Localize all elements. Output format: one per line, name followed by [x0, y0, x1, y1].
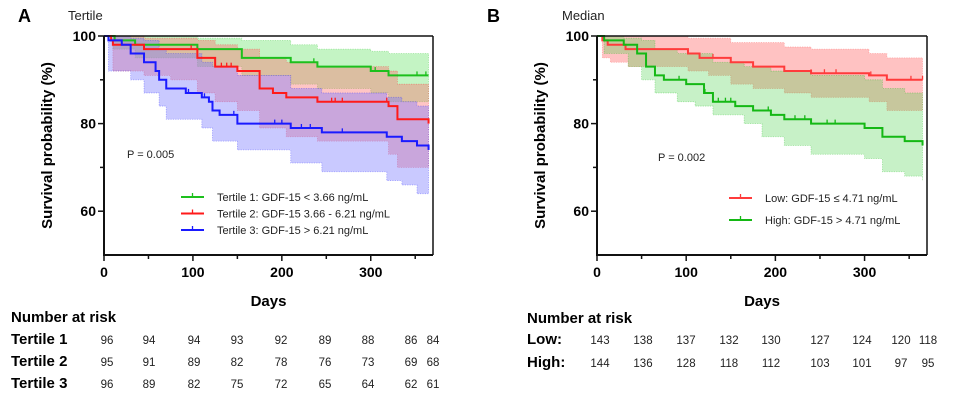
ci-band-3	[104, 35, 429, 195]
panel-letter: B	[487, 6, 500, 26]
risk-value: 82	[231, 357, 244, 369]
risk-table-title: Number at risk	[527, 310, 633, 327]
risk-value: 64	[362, 379, 375, 391]
risk-value: 89	[319, 335, 332, 347]
risk-value: 124	[852, 335, 872, 347]
legend-entry: Low: GDF-15 ≤ 4.71 ng/mL	[765, 193, 898, 205]
risk-value: 91	[143, 357, 156, 369]
y-tick-label: 80	[80, 116, 96, 132]
risk-value: 88	[362, 335, 375, 347]
risk-value: 76	[319, 357, 332, 369]
x-axis-title: Days	[744, 293, 780, 310]
risk-value: 138	[633, 335, 652, 347]
risk-value: 128	[676, 358, 695, 370]
risk-row-label: High:	[527, 354, 565, 371]
x-axis-title: Days	[251, 293, 287, 310]
risk-value: 65	[319, 379, 332, 391]
legend-entry: Tertile 3: GDF-15 > 6.21 ng/mL	[217, 225, 368, 237]
risk-value: 137	[676, 335, 695, 347]
risk-value: 84	[427, 335, 440, 347]
risk-table-title: Number at risk	[11, 309, 117, 326]
risk-value: 130	[761, 335, 780, 347]
risk-row-label: Tertile 3	[11, 375, 67, 392]
risk-value: 69	[405, 357, 418, 369]
risk-value: 73	[362, 357, 375, 369]
risk-value: 103	[810, 358, 829, 370]
legend-entry: High: GDF-15 > 4.71 ng/mL	[765, 215, 900, 227]
y-tick-label: 60	[80, 203, 96, 219]
risk-value: 95	[922, 358, 935, 370]
y-axis-title: Survival probability (%)	[532, 62, 549, 229]
y-tick-label: 60	[573, 203, 589, 219]
x-tick-label: 200	[764, 264, 788, 280]
risk-value: 82	[188, 379, 201, 391]
risk-row-label: Tertile 1	[11, 331, 67, 348]
risk-value: 89	[143, 379, 156, 391]
risk-value: 78	[275, 357, 288, 369]
survival-curve-2	[597, 35, 924, 146]
risk-value: 94	[143, 335, 156, 347]
risk-value: 93	[231, 335, 244, 347]
risk-value: 120	[891, 335, 910, 347]
risk-value: 143	[590, 335, 609, 347]
risk-value: 62	[405, 379, 418, 391]
risk-value: 101	[852, 358, 871, 370]
x-tick-label: 100	[181, 264, 205, 280]
risk-value: 144	[590, 358, 610, 370]
survival-curve-3	[104, 35, 430, 150]
p-value: P = 0.002	[658, 152, 705, 164]
risk-value: 89	[188, 357, 201, 369]
y-tick-label: 100	[566, 28, 590, 44]
legend-entry: Tertile 1: GDF-15 < 3.66 ng/mL	[217, 192, 368, 204]
x-tick-label: 0	[100, 264, 108, 280]
panel-b: B Median 60 80 100 0 100 200 300 Days Survival pro…	[487, 6, 937, 371]
risk-value: 136	[633, 358, 652, 370]
panel-subtitle: Tertile	[68, 8, 103, 23]
risk-value: 118	[720, 358, 738, 370]
x-tick-label: 300	[359, 264, 383, 280]
risk-value: 118	[919, 335, 937, 347]
risk-value: 68	[427, 357, 440, 369]
risk-row-label: Low:	[527, 331, 562, 348]
x-tick-label: 200	[270, 264, 294, 280]
risk-value: 132	[719, 335, 738, 347]
panel-a: A Tertile 60 80 100 0 100 200 300 Days Survival pr…	[11, 6, 440, 392]
survival-curve-1	[597, 35, 923, 81]
risk-value: 97	[895, 358, 908, 370]
p-value: P = 0.005	[127, 149, 174, 161]
y-tick-label: 100	[73, 28, 97, 44]
risk-value: 95	[101, 357, 114, 369]
risk-value: 96	[101, 379, 114, 391]
x-tick-label: 0	[593, 264, 601, 280]
risk-row-label: Tertile 2	[11, 353, 67, 370]
x-tick-label: 100	[675, 264, 699, 280]
risk-value: 92	[275, 335, 288, 347]
risk-value: 86	[405, 335, 418, 347]
x-tick-label: 300	[853, 264, 877, 280]
legend-entry: Tertile 2: GDF-15 3.66 - 6.21 ng/mL	[217, 209, 390, 221]
y-axis-title: Survival probability (%)	[39, 62, 56, 229]
survival-curve-1	[104, 35, 429, 77]
y-tick-label: 80	[573, 116, 589, 132]
risk-value: 127	[810, 335, 829, 347]
risk-value: 61	[427, 379, 440, 391]
risk-value: 112	[762, 358, 780, 370]
risk-value: 94	[188, 335, 201, 347]
ci-band-2	[104, 35, 429, 168]
risk-value: 72	[275, 379, 288, 391]
risk-value: 75	[231, 379, 244, 391]
panel-letter: A	[18, 6, 31, 26]
risk-value: 96	[101, 335, 114, 347]
panel-subtitle: Median	[562, 8, 605, 23]
